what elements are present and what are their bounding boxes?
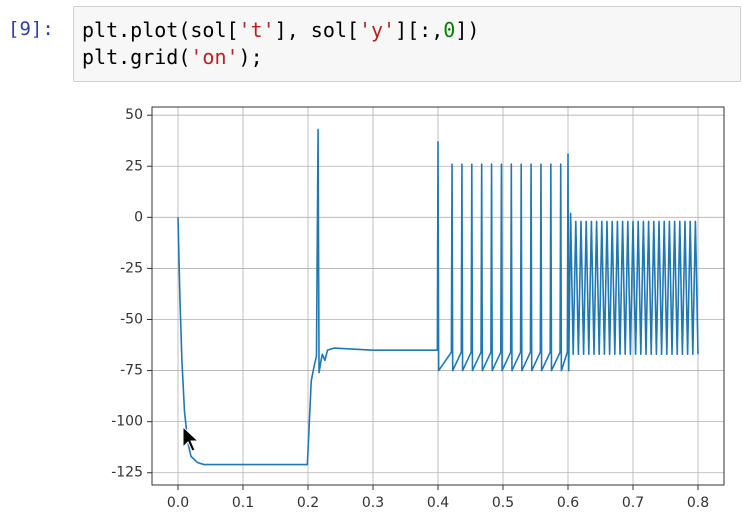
cell-prompt: [9]: [8, 18, 54, 40]
x-tick-label: 0.1 [232, 495, 254, 511]
code-number: 0 [443, 18, 456, 42]
code-string: 't' [238, 18, 275, 42]
y-tick-label: -125 [111, 465, 143, 481]
code-token: plt.plot(sol[ [82, 18, 239, 42]
x-tick-label: 0.0 [167, 495, 189, 511]
x-tick-label: 0.8 [687, 495, 709, 511]
plot-frame [151, 106, 725, 486]
x-tick-label: 0.7 [622, 495, 644, 511]
code-cell[interactable]: plt.plot(sol['t'], sol['y'][:,0]) plt.gri… [73, 6, 741, 82]
y-tick-label: 25 [125, 158, 143, 174]
x-tick-label: 0.5 [492, 495, 514, 511]
y-tick-label: -100 [111, 414, 143, 430]
mouse-cursor [182, 425, 200, 452]
code-token: ); [238, 45, 263, 69]
code-line: plt.grid('on'); [82, 44, 732, 71]
code-token: ]) [455, 18, 480, 42]
x-tick-label: 0.4 [427, 495, 449, 511]
y-tick-label: 50 [125, 107, 143, 123]
code-token: ], sol[ [274, 18, 359, 42]
y-tick-label: -25 [120, 260, 143, 276]
y-tick-label: 0 [134, 209, 143, 225]
y-tick-label: -75 [120, 363, 143, 379]
code-string: 'y' [358, 18, 396, 42]
code-line: plt.plot(sol['t'], sol['y'][:,0]) [82, 17, 732, 44]
code-token: plt.grid( [82, 45, 191, 69]
x-tick-label: 0.6 [557, 495, 579, 511]
y-tick-label: -50 [120, 311, 143, 327]
data-line [177, 128, 699, 466]
code-string: 'on' [190, 45, 239, 69]
code-token: ][:, [395, 18, 444, 42]
plot-layer: -125 -100 -75 -50 -25 0 25 50 0.0 0.1 0.2 0.3 0.4 0.5… [111, 107, 724, 511]
x-tick-label: 0.3 [362, 495, 384, 511]
x-tick-label: 0.2 [297, 495, 319, 511]
